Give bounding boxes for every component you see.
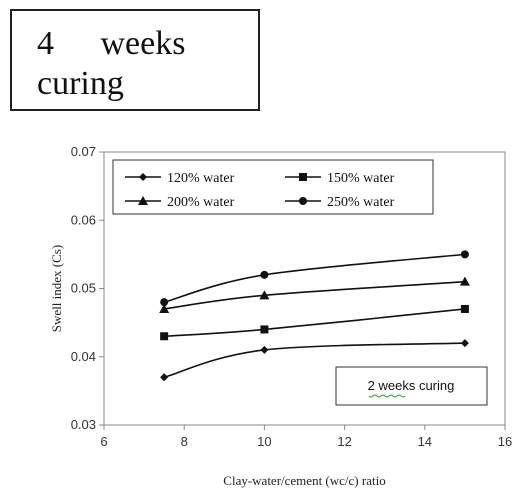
data-point bbox=[160, 332, 169, 341]
legend-label: 150% water bbox=[327, 171, 395, 186]
legend-label: 200% water bbox=[167, 195, 235, 210]
legend-label: 120% water bbox=[167, 171, 235, 186]
title-line-1: 4 weeks bbox=[37, 25, 186, 62]
data-point bbox=[460, 339, 469, 348]
series-line-3 bbox=[164, 280, 465, 310]
spellcheck-underline bbox=[368, 394, 406, 398]
title-box: 4 weeks curing bbox=[10, 9, 260, 111]
y-tick-label: 0.03 bbox=[71, 417, 96, 432]
series-line-2 bbox=[164, 308, 465, 338]
data-point bbox=[160, 298, 169, 307]
data-point bbox=[260, 345, 269, 354]
y-axis-label: Swell index (Cs) bbox=[49, 245, 64, 332]
data-point bbox=[460, 304, 469, 313]
x-tick-label: 14 bbox=[418, 434, 432, 449]
legend-box bbox=[112, 159, 434, 215]
legend-label: 250% water bbox=[327, 195, 395, 210]
title-line-2: curing bbox=[37, 65, 124, 102]
legend-marker bbox=[138, 196, 148, 205]
y-tick-label: 0.05 bbox=[71, 281, 96, 296]
data-point bbox=[260, 270, 269, 279]
x-tick-label: 6 bbox=[100, 434, 107, 449]
y-tick-label: 0.04 bbox=[71, 349, 96, 364]
legend-marker bbox=[139, 173, 147, 181]
series-line-1 bbox=[163, 342, 465, 378]
y-tick-label: 0.06 bbox=[71, 212, 96, 227]
x-axis-label: Clay-water/cement (wc/c) ratio bbox=[223, 473, 385, 488]
x-tick-label: 10 bbox=[257, 434, 271, 449]
legend-marker bbox=[299, 173, 307, 181]
data-point bbox=[460, 250, 469, 259]
legend-marker bbox=[299, 197, 307, 205]
data-point bbox=[160, 373, 169, 382]
data-point bbox=[259, 290, 270, 300]
data-point bbox=[159, 303, 170, 313]
y-tick-label: 0.07 bbox=[71, 144, 96, 159]
annotation-box bbox=[335, 366, 488, 406]
x-tick-label: 16 bbox=[498, 434, 512, 449]
data-point bbox=[459, 276, 470, 286]
x-tick-label: 8 bbox=[181, 434, 188, 449]
data-point bbox=[260, 325, 269, 334]
annotation-text: 2 weeks curing bbox=[368, 378, 455, 393]
x-tick-label: 12 bbox=[337, 434, 351, 449]
series-line-4 bbox=[163, 253, 465, 303]
